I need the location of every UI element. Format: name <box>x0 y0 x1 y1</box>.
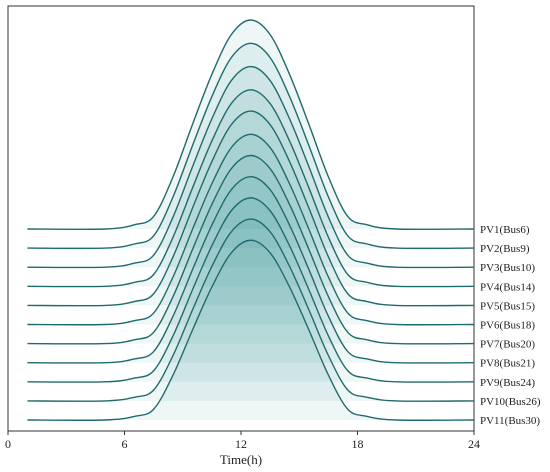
ridge-line <box>27 110 475 307</box>
x-axis: 0 6 12 18 24 <box>5 431 480 451</box>
ridge-series <box>27 89 475 288</box>
ridge-fill <box>27 89 474 287</box>
ridge-series <box>27 239 475 421</box>
series-label: PV10(Bus26) <box>480 396 541 408</box>
ridge-line <box>27 218 475 402</box>
series-labels-group: PV1(Bus6) PV2(Bus9) PV3(Bus10) PV4(Bus14) PV… <box>480 224 541 427</box>
ridge-fill <box>27 219 474 402</box>
ridge-line <box>27 65 475 269</box>
ridge-series <box>27 133 475 326</box>
series-label: PV4(Bus14) <box>480 281 535 293</box>
ridge-series <box>27 175 475 364</box>
ridge-fill <box>27 155 474 344</box>
ridge-series <box>27 19 475 231</box>
ridge-series <box>27 65 475 269</box>
series-label: PV8(Bus21) <box>480 358 535 370</box>
ridge-fill <box>27 66 474 268</box>
x-tick-label: 6 <box>122 437 128 451</box>
x-tick-label: 18 <box>352 437 364 451</box>
series-label: PV3(Bus10) <box>480 262 535 274</box>
x-tick-label: 24 <box>468 437 480 451</box>
ridge-fill <box>27 240 474 421</box>
series-label: PV7(Bus20) <box>480 339 535 351</box>
x-tick-label: 12 <box>235 437 247 451</box>
series-label: PV2(Bus9) <box>480 243 530 255</box>
series-label: PV6(Bus18) <box>480 320 535 332</box>
ridge-line <box>27 19 475 231</box>
ridge-fill <box>27 134 474 325</box>
ridges-group <box>27 19 475 421</box>
ridge-fill <box>27 197 474 383</box>
ridge-line <box>27 154 475 345</box>
series-label: PV5(Bus15) <box>480 300 535 312</box>
ridge-line <box>27 239 475 421</box>
ridge-series <box>27 110 475 307</box>
ridge-series <box>27 197 475 383</box>
series-label: PV11(Bus30) <box>480 415 540 427</box>
series-label: PV9(Bus24) <box>480 377 535 389</box>
ridge-line <box>27 89 475 288</box>
ridge-series <box>27 218 475 402</box>
ridge-line <box>27 133 475 326</box>
series-label: PV1(Bus6) <box>480 224 530 236</box>
ridge-line <box>27 197 475 383</box>
x-tick-label: 0 <box>5 437 11 451</box>
ridge-series <box>27 154 475 345</box>
ridge-fill <box>27 43 474 249</box>
ridge-line <box>27 175 475 364</box>
ridge-fill <box>27 176 474 363</box>
ridge-fill <box>27 111 474 306</box>
x-axis-label: Time(h) <box>220 452 262 467</box>
ridge-line <box>27 42 475 250</box>
ridge-series <box>27 42 475 250</box>
ridge-fill <box>27 20 474 230</box>
